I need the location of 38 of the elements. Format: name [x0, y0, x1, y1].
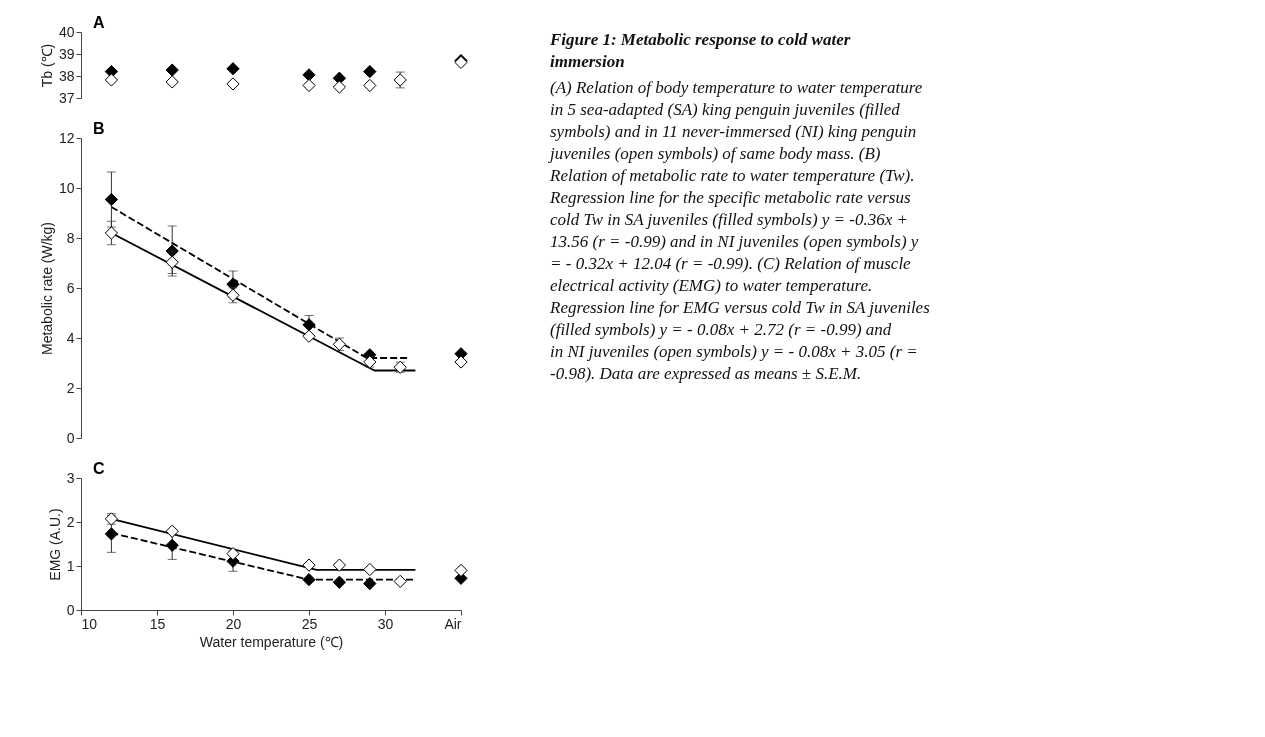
x-tick-label: 25: [301, 615, 318, 632]
y-tick-label: 2: [66, 513, 75, 530]
y-tick-label: 2: [66, 379, 75, 396]
point: [104, 192, 119, 207]
y-tick-label: 4: [66, 329, 75, 346]
y-tick-label: 0: [66, 429, 75, 446]
y-tick-label: 38: [58, 67, 75, 84]
x-tick-label: 30: [377, 615, 394, 632]
x-tick-label: Air: [444, 615, 462, 632]
text: Figure 1: Metabolic response to cold water immersion: [549, 30, 851, 71]
chart-title: A: [93, 14, 105, 31]
y-tick-label: 3: [66, 469, 75, 486]
point: [363, 64, 377, 79]
x-axis-title: Water temperature (℃): [199, 633, 344, 650]
x-tick-label: 20: [225, 615, 242, 632]
x-tick-label: 10: [81, 615, 98, 632]
point: [165, 255, 179, 269]
point: [226, 62, 240, 76]
y-axis-title: Metabolic rate (W/kg): [38, 221, 55, 356]
text: (A) Relation of body temperature to water temperature in 5 sea-adapted (SA) king penguin juveniles (filled symbols) and in 11 never-immersed (NI) king penguin juveniles (open symbols) of same body mass. (B) Relation of metabolic rate to water temperature (Tw). Regression line for the specific metabolic rate versus cold Tw in SA juveniles (filled symbols) y = -0.36x + 13.56 (r = -0.99) and in NI juveniles (open symbols) y = - 0.32x + 12.04 (r = -0.99). (C) Relation of muscle electrical activity (EMG) to water temperature. Regression line for EMG versus cold Tw in SA juveniles (filled symbols) y = - 0.08x + 2.72 (r = -0.99) and in NI juveniles (open symbols) y = - 0.08x + 3.05 (r = -0.98). Data are expressed as means ± S.E.M.: [550, 78, 930, 383]
point: [104, 73, 119, 87]
chart-title: C: [93, 460, 105, 477]
y-axis-title: Tb (℃): [38, 43, 55, 88]
y-axis-title: EMG (A.U.): [46, 508, 63, 581]
y-tick-label: 10: [58, 179, 75, 196]
point: [165, 63, 179, 77]
point: [302, 68, 316, 82]
y-tick-label: 12: [58, 129, 75, 146]
y-tick-label: 1: [66, 557, 75, 574]
y-tick-label: 6: [66, 279, 75, 296]
x-tick-label: 15: [149, 615, 166, 632]
chart-title: B: [93, 120, 105, 137]
point: [104, 226, 119, 240]
y-tick-label: 40: [58, 23, 75, 40]
y-tick-label: 8: [66, 229, 75, 246]
y-tick-label: 0: [66, 601, 75, 618]
y-tick-label: 39: [58, 45, 75, 62]
y-tick-label: 37: [58, 89, 75, 106]
